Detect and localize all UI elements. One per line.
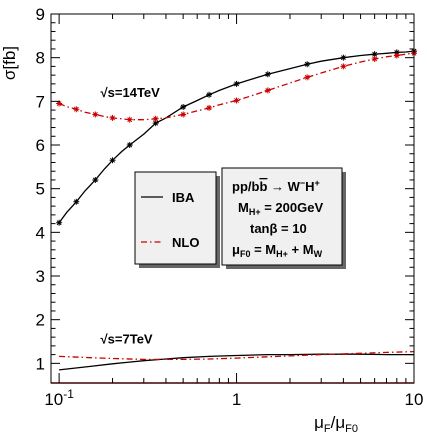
data-point-nlo: [180, 111, 187, 118]
data-point-nlo: [233, 97, 240, 104]
data-point-iba: [340, 54, 347, 61]
data-point-nlo: [206, 104, 213, 111]
data-point-iba: [126, 142, 133, 149]
y-tick-label: 1: [36, 354, 45, 373]
legend-label-iba: IBA: [172, 190, 195, 205]
data-point-nlo: [393, 52, 400, 59]
legend: IBA NLO: [134, 171, 220, 268]
plot-frame: [50, 13, 415, 384]
y-tick-label: 2: [36, 311, 45, 330]
x-tick-label: 1: [232, 390, 241, 409]
y-tick-label: 9: [36, 5, 45, 24]
data-point-nlo: [264, 87, 271, 94]
data-point-iba: [152, 120, 159, 127]
data-point-iba: [73, 198, 80, 205]
y-tick-label: 7: [36, 92, 45, 111]
data-point-iba: [206, 91, 213, 98]
info-box: pp/bb → W−H+ MH+ = 200GeV tanβ = 10 μF0 …: [221, 167, 346, 269]
data-point-iba: [371, 51, 378, 58]
info-box-panel: [221, 167, 343, 266]
data-point-nlo: [304, 74, 311, 81]
legend-label-nlo: NLO: [172, 235, 199, 250]
y-tick-label: 8: [36, 49, 45, 68]
energy-label-7tev: √s=7TeV: [101, 332, 153, 347]
series-line-nlo-7tev: [59, 350, 415, 361]
y-tick-label: 5: [36, 180, 45, 199]
y-tick-label: 6: [36, 136, 45, 155]
data-point-nlo: [152, 115, 159, 122]
y-tick-label: 4: [36, 223, 45, 242]
energy-label-14tev: √s=14TeV: [101, 85, 161, 100]
data-point-nlo: [92, 111, 99, 118]
data-point-iba: [180, 104, 187, 111]
scale-label: μF0 = MH+ + MW: [232, 242, 323, 259]
x-tick-label: 10: [405, 390, 424, 409]
data-point-nlo: [371, 55, 378, 62]
y-tick-label: 3: [36, 267, 45, 286]
legend-box: [134, 171, 217, 265]
tanbeta-label: tanβ = 10: [250, 221, 307, 236]
data-point-iba: [109, 157, 116, 164]
data-point-iba: [304, 61, 311, 68]
data-point-nlo: [126, 116, 133, 123]
data-point-iba: [393, 49, 400, 56]
data-point-iba: [233, 80, 240, 87]
data-point-nlo: [73, 106, 80, 113]
data-point-nlo: [56, 100, 63, 107]
process-label: pp/bb → W−H+: [232, 178, 320, 194]
series-line-iba-7tev: [59, 353, 414, 371]
data-point-nlo: [109, 114, 116, 121]
data-point-iba: [56, 219, 63, 226]
data-point-iba: [264, 71, 271, 78]
data-point-iba: [92, 176, 99, 183]
data-point-nlo: [340, 63, 347, 70]
y-axis-title: σ[fb]: [0, 46, 19, 80]
